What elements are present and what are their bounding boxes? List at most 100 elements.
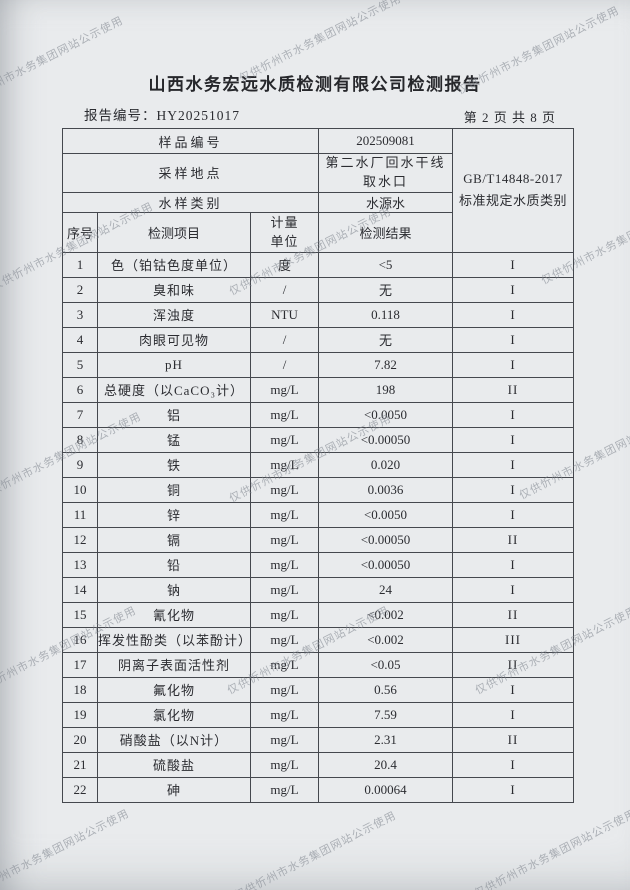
class-cell: I [452,401,574,428]
report-number: 报告编号：HY20251017 [84,108,240,123]
unit-cell: mg/L [250,601,319,628]
table-row: 17 阴离子表面活性剂 mg/L <0.05 II [62,651,574,678]
class-cell: II [452,376,574,403]
item-cell: 铜 [97,476,251,503]
unit-cell: mg/L [250,751,319,778]
result-cell: <5 [318,251,453,278]
table-row: 7 铝 mg/L <0.0050 I [62,401,574,428]
seq-cell: 22 [62,776,98,803]
table-row: 3 浑浊度 NTU 0.118 I [62,301,574,328]
table-row: 21 硫酸盐 mg/L 20.4 I [62,751,574,778]
header-item: 检测项目 [97,211,251,253]
unit-cell: mg/L [250,451,319,478]
result-cell: 2.31 [318,726,453,753]
class-cell: I [452,701,574,728]
item-cell: 镉 [97,526,251,553]
sampling-location-label: 采样地点 [62,153,319,193]
item-cell: 硝酸盐（以N计） [97,726,251,753]
seq-cell: 18 [62,676,98,703]
class-cell: II [452,726,574,753]
class-cell: I [452,251,574,278]
table-row: 13 铅 mg/L <0.00050 I [62,551,574,578]
header-seq: 序号 [62,211,98,253]
sample-id-row: 样品编号 202509081 GB/T14848-2017 标准规定水质类别 [62,128,574,253]
item-cell: 硫酸盐 [97,751,251,778]
class-cell: I [452,576,574,603]
table-row: 20 硝酸盐（以N计） mg/L 2.31 II [62,726,574,753]
results-tbody: 样品编号 202509081 GB/T14848-2017 标准规定水质类别 采… [62,128,574,803]
table-row: 18 氟化物 mg/L 0.56 I [62,676,574,703]
sample-id-value: 202509081 [318,128,453,154]
table-row: 1 色（铂钴色度单位）度 <5 I [62,251,574,278]
unit-cell: / [250,276,319,303]
table-row: 10 铜 mg/L 0.0036 I [62,476,574,503]
seq-cell: 20 [62,726,98,753]
unit-cell: mg/L [250,576,319,603]
item-cell: 肉眼可见物 [97,326,251,353]
watermark-text: 仅供忻州市水务集团网站公示使用 [232,808,399,890]
class-cell: I [452,476,574,503]
item-cell: pH [97,351,251,378]
water-type-value: 水源水 [318,191,453,213]
class-cell: I [452,351,574,378]
water-type-row: 水样类别 水源水 [62,191,574,213]
standard-code: GB/T14848-2017 [463,171,563,187]
class-cell: II [452,651,574,678]
unit-cell: / [250,326,319,353]
class-cell: I [452,426,574,453]
unit-cell: mg/L [250,776,319,803]
item-cell: 色（铂钴色度单位） [97,251,251,278]
seq-cell: 5 [62,351,98,378]
unit-cell: mg/L [250,376,319,403]
seq-cell: 6 [62,376,98,403]
item-cell: 臭和味 [97,276,251,303]
result-cell: 24 [318,576,453,603]
item-cell: 浑浊度 [97,301,251,328]
item-cell: 氯化物 [97,701,251,728]
class-cell: I [452,301,574,328]
class-cell: III [452,626,574,653]
result-cell: <0.0050 [318,501,453,528]
table-row: 4 肉眼可见物 / 无 I [62,326,574,353]
report-title: 山西水务宏远水质检测有限公司检测报告 [148,75,482,95]
sampling-location-row: 采样地点 第二水厂回水干线取水口 [62,153,574,193]
seq-cell: 4 [62,326,98,353]
result-cell: 0.00064 [318,776,453,803]
column-header-row: 序号 检测项目 计量单位 检测结果 [62,211,574,253]
table-row: 6 总硬度（以CaCO₃计） mg/L 198 II [62,376,574,403]
unit-cell: mg/L [250,726,319,753]
seq-cell: 13 [62,551,98,578]
item-cell: 氰化物 [97,601,251,628]
item-cell: 总硬度（以CaCO₃计） [97,376,251,403]
result-cell: 0.118 [318,301,453,328]
unit-cell: mg/L [250,526,319,553]
result-cell: 7.59 [318,701,453,728]
class-cell: I [452,501,574,528]
seq-cell: 3 [62,301,98,328]
unit-cell: mg/L [250,676,319,703]
unit-cell: NTU [250,301,319,328]
table-row: 2 臭和味 / 无 I [62,276,574,303]
item-cell: 氟化物 [97,676,251,703]
seq-cell: 8 [62,426,98,453]
seq-cell: 9 [62,451,98,478]
class-cell: II [452,526,574,553]
result-cell: 7.82 [318,351,453,378]
table-row: 16 挥发性酚类（以苯酚计） mg/L <0.002 III [62,626,574,653]
item-cell: 铁 [97,451,251,478]
result-cell: <0.00050 [318,526,453,553]
result-cell: <0.0050 [318,401,453,428]
header-unit: 计量单位 [250,211,319,253]
table-row: 12 镉 mg/L <0.00050 II [62,526,574,553]
result-cell: 无 [318,326,453,353]
seq-cell: 2 [62,276,98,303]
result-cell: <0.002 [318,626,453,653]
standard-label: 标准规定水质类别 [458,193,567,209]
unit-cell: mg/L [250,426,319,453]
page-indicator: 第 2 页 共 8 页 [463,110,556,125]
item-cell: 钠 [97,576,251,603]
table-row: 9 铁 mg/L 0.020 I [62,451,574,478]
sample-id-label: 样品编号 [62,128,319,154]
water-type-label: 水样类别 [62,191,319,213]
